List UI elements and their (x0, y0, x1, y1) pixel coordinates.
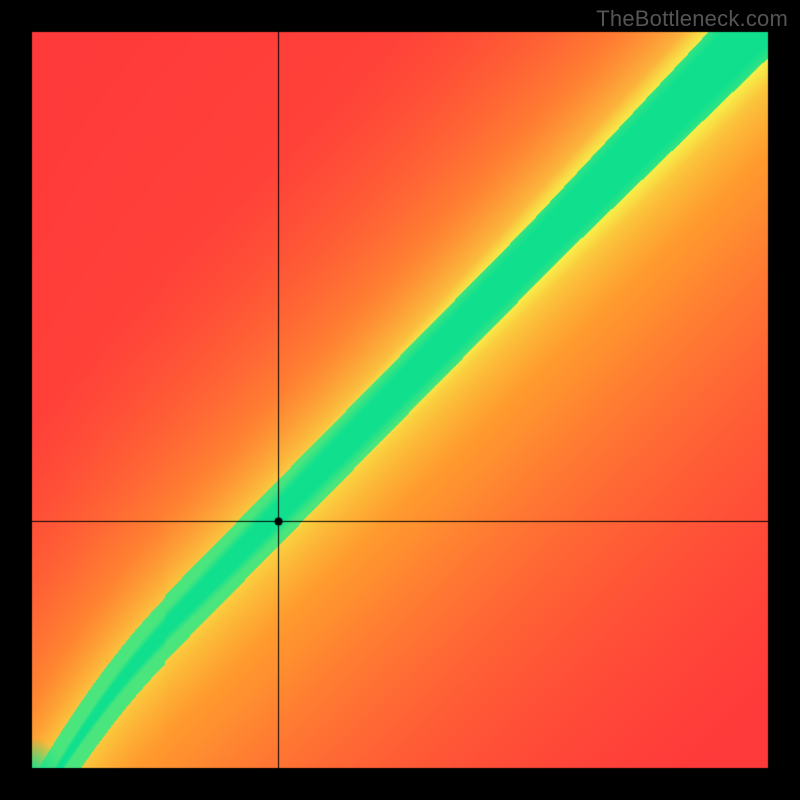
bottleneck-heatmap (0, 0, 800, 800)
chart-container: TheBottleneck.com (0, 0, 800, 800)
watermark-text: TheBottleneck.com (596, 6, 788, 32)
